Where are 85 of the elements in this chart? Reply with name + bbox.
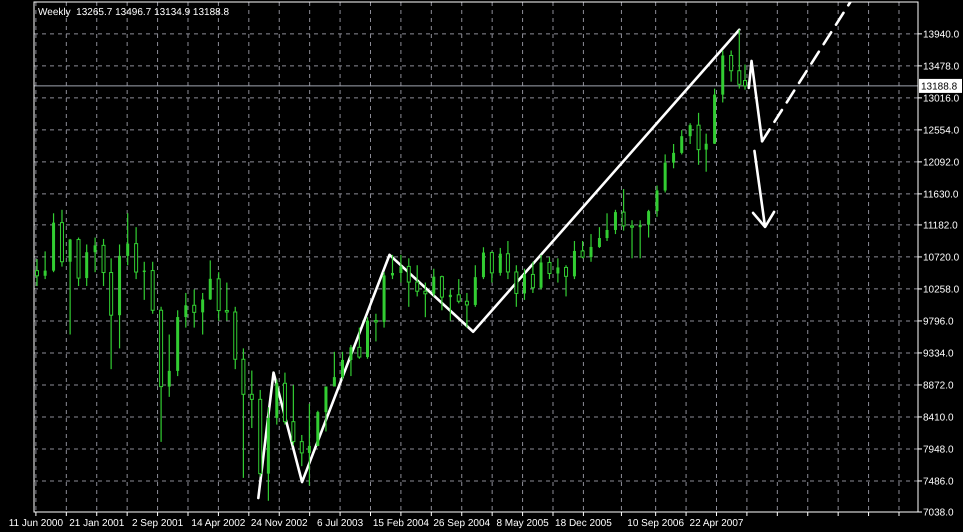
candlestick <box>440 275 444 311</box>
candlestick <box>680 130 684 156</box>
candlestick <box>729 50 734 82</box>
candlestick <box>514 264 518 308</box>
candlestick <box>564 264 568 298</box>
candlestick <box>556 258 560 284</box>
y-tick-label: 11182.0 <box>923 220 958 232</box>
y-tick-label: 10258.0 <box>923 284 960 296</box>
candlestick <box>656 184 659 218</box>
x-tick-label: 22 Apr 2007 <box>690 518 744 529</box>
y-tick-label: 8410.0 <box>923 412 954 424</box>
candlestick <box>201 292 204 336</box>
candlestick <box>68 238 72 336</box>
y-tick-label: 12092.0 <box>923 157 960 168</box>
candlestick <box>349 344 352 377</box>
candlestick <box>598 226 601 249</box>
candlestick <box>291 384 296 446</box>
x-tick-label: 18 Dec 2005 <box>555 518 612 529</box>
candlestick <box>432 268 436 298</box>
candlestick <box>423 282 428 318</box>
candlestick <box>300 434 304 467</box>
candlestick <box>614 209 617 235</box>
candlestick <box>522 268 526 300</box>
candlestick <box>142 261 146 300</box>
candlestick <box>464 292 469 328</box>
candlestick <box>590 233 593 262</box>
candlestick <box>208 260 212 300</box>
text: Weekly 13265.7 13496.7 13134.9 13188.8 <box>38 7 230 18</box>
candlestick <box>606 212 609 242</box>
candlestick <box>498 247 502 276</box>
y-tick-label: 13016.0 <box>923 93 960 104</box>
candlestick <box>704 133 708 172</box>
candlestick <box>647 209 650 238</box>
candlestick <box>490 250 494 284</box>
candlestick <box>622 188 626 232</box>
x-tick-label: 14 Apr 2002 <box>191 518 246 529</box>
y-tick-label: 7038.0 <box>923 508 954 518</box>
candlestick <box>308 403 311 486</box>
candlestick <box>357 326 362 360</box>
candlestick <box>456 278 461 304</box>
y-tick-label: 8872.0 <box>923 380 954 392</box>
y-tick-label: 7486.0 <box>923 476 954 488</box>
candlestick <box>341 351 344 380</box>
candlestick <box>168 334 171 398</box>
candlestick <box>580 240 585 259</box>
y-tick-label: 9796.0 <box>923 316 954 328</box>
candlestick <box>184 292 188 328</box>
candlestick <box>374 313 378 342</box>
y-tick-label: 13940.0 <box>923 29 960 40</box>
x-tick-label: 2 Sep 2001 <box>132 518 184 529</box>
candlestick <box>506 240 510 280</box>
candlestick <box>332 351 336 388</box>
candlestick <box>399 254 402 284</box>
candlestick <box>415 264 420 298</box>
candlestick <box>530 261 535 294</box>
candlestick <box>630 220 634 259</box>
candlestick <box>192 288 196 328</box>
candlestick <box>44 250 47 280</box>
x-tick-label: 21 Jan 2001 <box>69 518 125 529</box>
y-tick-label: 7948.0 <box>923 444 954 456</box>
ref-line-label: 13188.8 <box>921 81 958 92</box>
y-tick-label: 11630.0 <box>923 189 959 200</box>
candlestick <box>250 370 254 429</box>
x-tick-label: 26 Sep 2004 <box>433 518 491 529</box>
line-series <box>257 28 741 500</box>
candlestick <box>672 143 676 169</box>
candlestick <box>390 254 394 280</box>
y-tick-label: 12554.0 <box>923 125 960 136</box>
x-tick-label: 6 Jul 2003 <box>316 518 364 529</box>
candlestick <box>94 236 97 273</box>
x-tick-label: 10 Sep 2006 <box>627 518 684 529</box>
x-tick-label: 24 Nov 2002 <box>250 518 308 529</box>
candlestick <box>34 258 39 287</box>
y-tick-label: 13478.0 <box>923 61 960 72</box>
candlestick <box>547 256 552 280</box>
x-tick-label: 15 Feb 2004 <box>372 518 430 529</box>
y-tick-label: 9334.0 <box>923 348 954 360</box>
candlestick <box>638 220 642 259</box>
candlestick <box>224 282 229 322</box>
x-tick-label: 8 May 2005 <box>496 518 550 529</box>
candlestick <box>688 122 692 145</box>
candlestick <box>126 212 130 266</box>
x-tick-label: 11 Jun 2000 <box>8 518 64 529</box>
candlestick <box>406 258 411 308</box>
y-tick-label: 10720.0 <box>923 252 960 264</box>
